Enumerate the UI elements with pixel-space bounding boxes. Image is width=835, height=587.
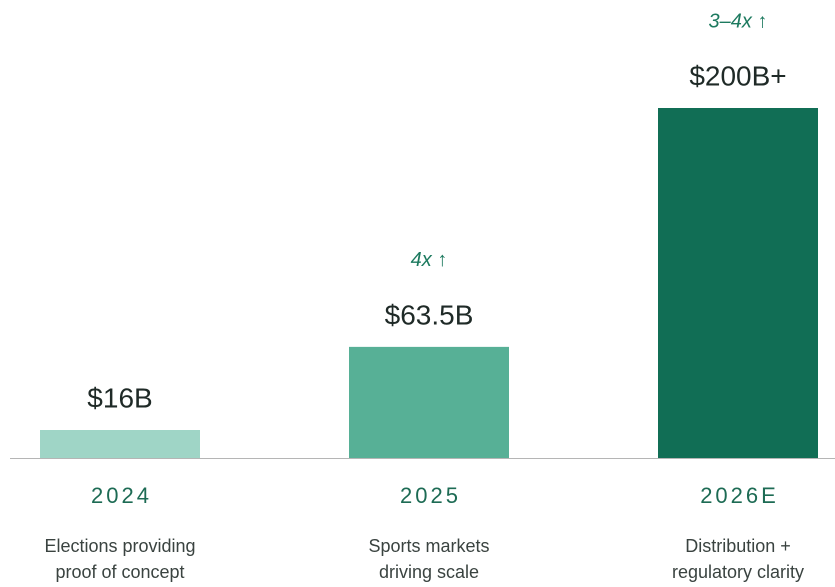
value-label: $63.5B xyxy=(385,299,474,330)
bar xyxy=(658,108,818,458)
growth-label: 3–4x ↑ xyxy=(709,10,768,32)
x-tick-label: 2024 xyxy=(91,483,152,508)
bar xyxy=(40,430,200,458)
description: Elections providing xyxy=(44,536,195,556)
value-label: $16B xyxy=(87,382,152,413)
description: Distribution + xyxy=(685,536,791,556)
description: driving scale xyxy=(379,562,479,582)
growth-label: 4x ↑ xyxy=(411,249,448,271)
x-tick-label: 2026E xyxy=(700,483,779,508)
value-label: $200B+ xyxy=(689,60,786,91)
bar xyxy=(349,346,509,458)
description: regulatory clarity xyxy=(672,562,804,582)
x-tick-label: 2025 xyxy=(400,483,461,508)
description: Sports markets xyxy=(368,536,489,556)
description: proof of concept xyxy=(55,562,184,582)
